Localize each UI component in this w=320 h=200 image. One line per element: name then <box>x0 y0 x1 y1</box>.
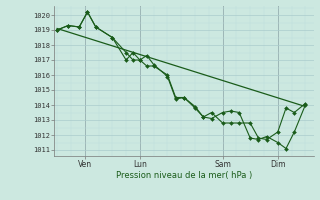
X-axis label: Pression niveau de la mer( hPa ): Pression niveau de la mer( hPa ) <box>116 171 252 180</box>
